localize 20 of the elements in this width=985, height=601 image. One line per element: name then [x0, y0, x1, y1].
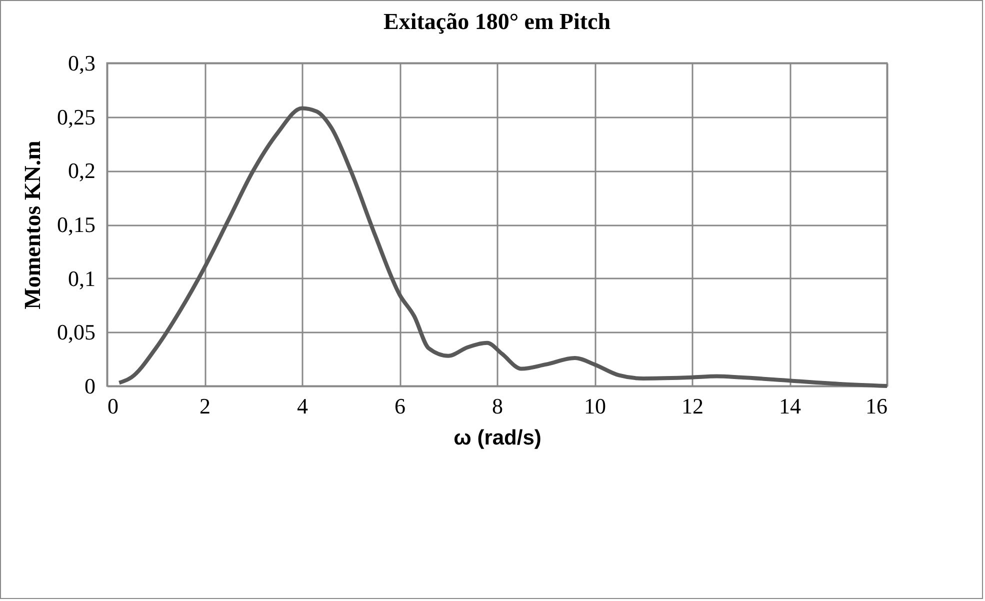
- x-tick-label: 0: [108, 394, 118, 418]
- x-tick-label: 16: [866, 394, 888, 418]
- x-tick-label: 6: [394, 394, 406, 418]
- x-tick-label: 12: [682, 394, 704, 418]
- x-tick-label: 8: [492, 394, 503, 418]
- x-tick-label: 4: [297, 394, 308, 418]
- y-tick-label: 0,1: [68, 266, 96, 291]
- y-tick-label: 0,15: [57, 212, 96, 237]
- y-tick-label: 0,2: [68, 158, 96, 184]
- y-tick-label: 0: [84, 374, 96, 398]
- line-series: [117, 106, 889, 388]
- y-tick-label: 0,05: [57, 320, 96, 345]
- y-tick-label: 0,25: [57, 104, 96, 130]
- y-tick-label: 0,3: [68, 50, 96, 76]
- x-axis-title: ω (rad/s): [454, 426, 542, 450]
- x-tick-label: 2: [200, 394, 210, 418]
- x-tick-label: 14: [779, 394, 801, 418]
- x-tick-label: 10: [584, 394, 606, 418]
- y-axis-title: Momentos KN.m: [20, 140, 45, 310]
- chart-title: Exitação 180° em Pitch: [383, 9, 611, 34]
